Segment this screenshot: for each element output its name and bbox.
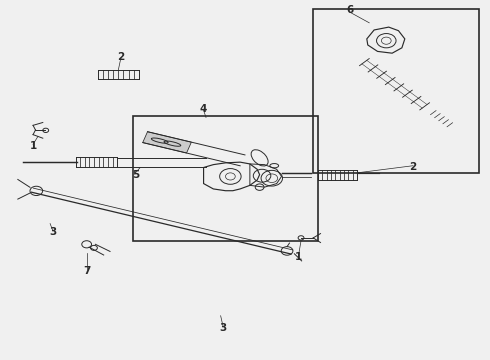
Bar — [133, 116, 318, 241]
Text: 1: 1 — [29, 141, 37, 151]
Text: 2: 2 — [410, 162, 416, 172]
Text: 4: 4 — [200, 104, 207, 113]
Text: 3: 3 — [220, 323, 227, 333]
Text: 2: 2 — [117, 52, 124, 62]
Text: 5: 5 — [132, 170, 139, 180]
Text: 6: 6 — [346, 5, 353, 15]
Text: 7: 7 — [83, 266, 90, 276]
Text: 3: 3 — [49, 227, 56, 237]
Text: 1: 1 — [295, 252, 302, 262]
Polygon shape — [143, 132, 192, 153]
Bar — [313, 9, 479, 173]
